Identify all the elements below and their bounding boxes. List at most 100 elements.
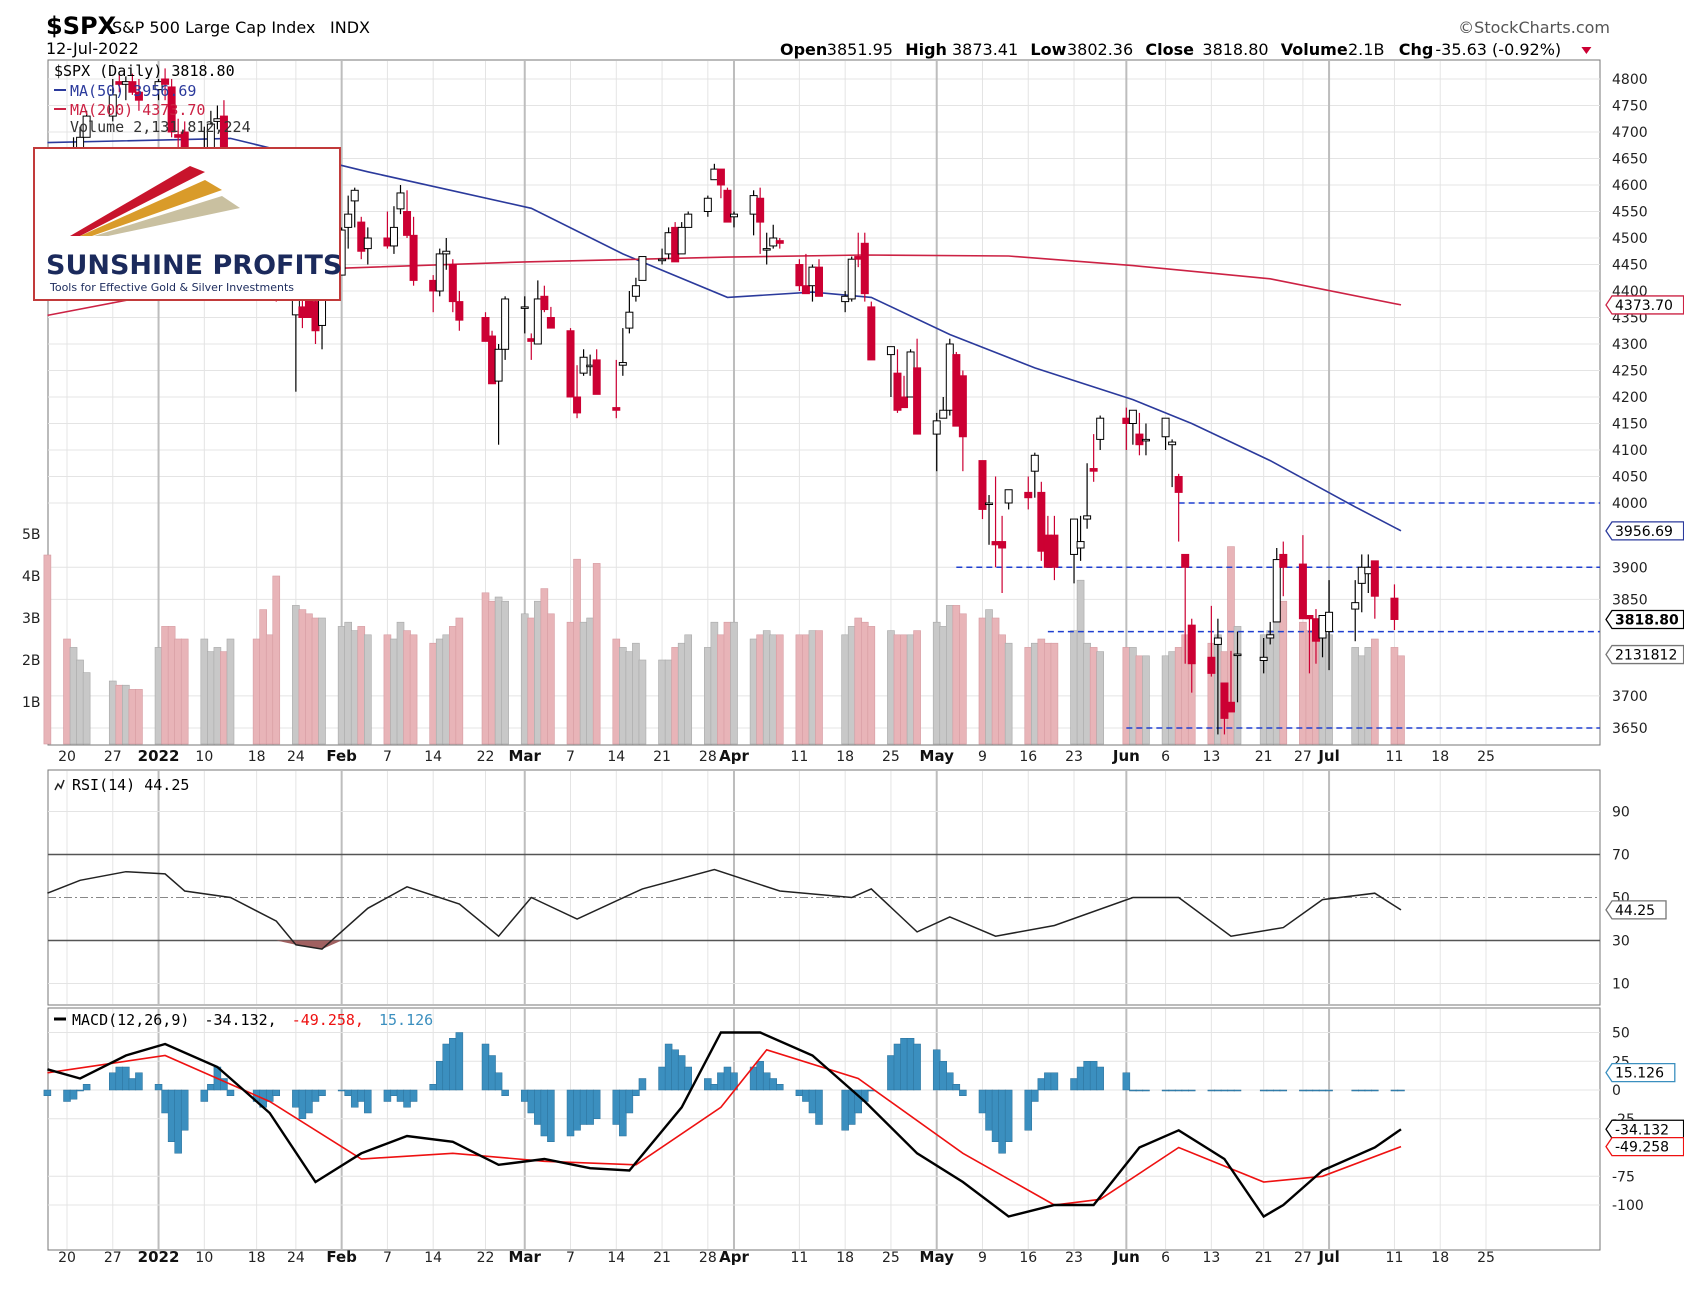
- candle-body: [429, 279, 438, 292]
- macd-histogram-bar: [318, 1089, 326, 1096]
- volume-bar: [710, 621, 719, 745]
- volume-bar: [854, 617, 863, 745]
- macd-histogram-bar: [795, 1089, 804, 1096]
- volume-bar: [180, 638, 189, 745]
- candle-body: [409, 234, 418, 281]
- price-x-tick-label: 11: [1386, 749, 1404, 765]
- price-x-tick-label: 7: [566, 749, 575, 765]
- price-x-tick-label: 18: [836, 749, 854, 765]
- volume-bar: [1089, 647, 1098, 745]
- volume-tick-label: 4B: [22, 569, 41, 585]
- candle-body: [939, 409, 948, 419]
- price-tick-label: 4600: [1612, 178, 1648, 194]
- volume-bar: [1174, 647, 1183, 745]
- macd-x-tick-label: 16: [1019, 1250, 1037, 1266]
- price-x-tick-label: 2022: [138, 747, 180, 765]
- candle-body: [729, 213, 738, 218]
- macd-x-tick-label: 7: [383, 1250, 392, 1266]
- macd-x-tick-label: 23: [1065, 1250, 1083, 1266]
- candle-body: [795, 264, 804, 287]
- candle-body: [769, 237, 778, 247]
- volume-bar: [573, 558, 581, 745]
- macd-histogram-bar: [638, 1078, 647, 1091]
- price-x-tick-label: 25: [882, 749, 900, 765]
- volume-bar: [409, 634, 418, 745]
- volume-bar: [841, 634, 849, 745]
- macd-histogram-bar: [200, 1089, 209, 1102]
- volume-bar: [220, 651, 228, 745]
- volume-bar: [775, 634, 784, 745]
- volume-bar: [887, 630, 895, 745]
- candle-body: [363, 237, 372, 250]
- macd-hist-badge-frame: [1605, 1062, 1676, 1083]
- volume-bar: [906, 634, 915, 745]
- candle-body: [134, 91, 143, 101]
- macd-histogram-bar: [161, 1089, 169, 1114]
- price-x-tick-label: Feb: [326, 747, 357, 765]
- rsi-tick-label: 30: [1612, 934, 1630, 950]
- macd-histogram-bar: [1305, 1089, 1314, 1092]
- macd-histogram-bar: [429, 1084, 437, 1091]
- macd-histogram-bar: [305, 1089, 313, 1114]
- volume-bar: [442, 634, 451, 745]
- candle-body: [586, 364, 595, 368]
- macd-histogram-bar: [579, 1089, 588, 1125]
- macd-histogram-bar: [272, 1089, 281, 1096]
- candle-body: [631, 285, 640, 297]
- volume-bar: [756, 634, 764, 745]
- macd-histogram-bar: [63, 1089, 71, 1102]
- candle-body: [664, 232, 673, 255]
- volume-bar: [900, 634, 908, 745]
- volume-bar: [1371, 638, 1379, 745]
- candle-body: [1089, 468, 1098, 472]
- macd-histogram-bar: [501, 1089, 509, 1096]
- candle-body: [618, 362, 627, 366]
- volume-bar: [867, 626, 876, 745]
- macd-x-tick-label: 13: [1202, 1250, 1220, 1266]
- candle-body: [448, 264, 457, 303]
- ohlc-label-high: High: [905, 40, 947, 59]
- volume-bar: [1083, 642, 1091, 745]
- candle-body: [1181, 553, 1190, 568]
- macd-histogram-bar: [841, 1089, 849, 1131]
- macd-x-tick-label: May: [920, 1248, 955, 1266]
- macd-histogram-bar: [592, 1089, 601, 1119]
- macd-histogram-bar: [1142, 1089, 1150, 1092]
- macd-histogram-bar: [76, 1089, 84, 1092]
- volume-bar: [350, 630, 359, 745]
- candle-body: [1050, 534, 1059, 568]
- candle-body: [350, 189, 359, 202]
- candle-body: [1004, 489, 1013, 504]
- ma200-value-badge: 4373.70: [1615, 298, 1673, 314]
- price-tick-label: 4500: [1612, 231, 1648, 247]
- volume-bar: [664, 659, 673, 745]
- macd-histogram-bar: [481, 1043, 490, 1091]
- legend-ma200: MA(200) 4373.70: [70, 101, 205, 119]
- candle-body: [945, 343, 954, 411]
- exchange-label: INDX: [330, 18, 370, 37]
- volume-bar: [730, 621, 738, 745]
- volume-bar: [913, 630, 921, 745]
- candle-body: [1298, 563, 1307, 620]
- index-name: S&P 500 Large Cap Index: [112, 18, 315, 37]
- macd-histogram-bar: [978, 1089, 987, 1114]
- macd-histogram-bar: [69, 1089, 78, 1100]
- macd-histogram-bar: [1070, 1078, 1078, 1091]
- macd-x-tick-label: 28: [699, 1250, 717, 1266]
- candle-body: [1351, 602, 1360, 610]
- macd-x-tick-label: Jul: [1317, 1248, 1339, 1266]
- price-tick-label: 4200: [1612, 390, 1648, 406]
- ma50-value-badge: 3956.69: [1615, 524, 1673, 540]
- macd-x-tick-label: Mar: [509, 1248, 542, 1266]
- volume-bar: [998, 634, 1006, 745]
- volume-bar: [749, 638, 758, 745]
- volume-bar: [1129, 647, 1137, 745]
- candle-body: [1325, 611, 1334, 633]
- candle-body: [710, 168, 719, 181]
- price-tick-label: 4150: [1612, 417, 1648, 433]
- candle-body: [638, 256, 647, 281]
- macd-histogram-bar: [710, 1084, 719, 1091]
- macd-histogram-bar: [913, 1043, 921, 1091]
- volume-bar: [298, 609, 307, 745]
- macd-histogram-bar: [547, 1089, 555, 1142]
